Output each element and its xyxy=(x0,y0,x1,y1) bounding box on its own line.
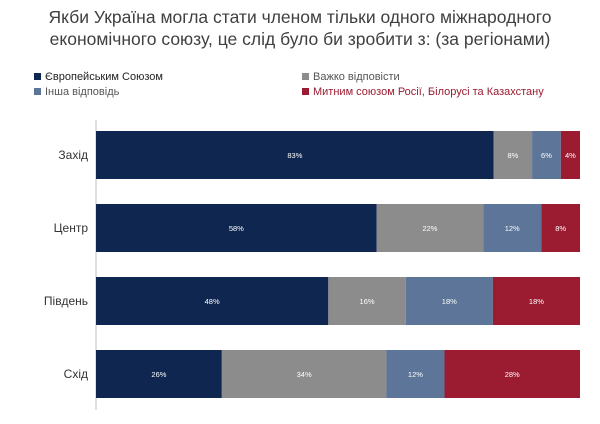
legend-swatch-hard-to-say xyxy=(302,73,309,80)
legend-label-eu: Європейським Союзом xyxy=(45,71,163,83)
legend-swatch-other xyxy=(34,88,41,95)
bar-segment xyxy=(483,204,542,252)
legend-swatch-customs-union xyxy=(302,88,309,95)
bar-segment xyxy=(96,204,377,252)
bar-segment xyxy=(405,277,493,325)
bar-segment xyxy=(386,350,445,398)
data-label: 16% xyxy=(360,297,375,306)
data-label: 6% xyxy=(541,151,552,160)
data-label: 18% xyxy=(529,297,544,306)
data-label: 34% xyxy=(297,370,312,379)
data-label: 12% xyxy=(505,224,520,233)
category-label: Південь xyxy=(44,294,88,308)
legend-swatch-eu xyxy=(34,73,41,80)
category-label: Центр xyxy=(54,221,89,235)
legend-label-hard-to-say: Важко відповісти xyxy=(313,71,400,83)
data-label: 58% xyxy=(229,224,244,233)
chart-title-line-2: економічного союзу, це слід було би зроб… xyxy=(49,29,551,49)
chart-title-line-1: Якби Україна могла стати членом тільки о… xyxy=(48,7,552,27)
data-label: 28% xyxy=(505,370,520,379)
data-label: 12% xyxy=(408,370,423,379)
bar-segment xyxy=(532,131,561,179)
data-label: 18% xyxy=(442,297,457,306)
data-label: 83% xyxy=(287,151,302,160)
bar-segment xyxy=(221,350,387,398)
bar-segment xyxy=(328,277,406,325)
bar-segment xyxy=(376,204,484,252)
bar-segment xyxy=(541,204,580,252)
legend-label-other: Інша відповідь xyxy=(45,86,120,98)
data-label: 8% xyxy=(555,224,566,233)
bar-segment xyxy=(96,131,494,179)
category-label: Захід xyxy=(58,148,88,162)
bar-segment xyxy=(492,277,580,325)
data-label: 8% xyxy=(507,151,518,160)
bar-segment xyxy=(96,277,329,325)
bar-segment xyxy=(560,131,580,179)
legend-item-hard-to-say: Важко відповісти xyxy=(302,71,400,84)
legend-item-other: Інша відповідь xyxy=(34,86,119,99)
category-label: Схід xyxy=(64,367,88,381)
bar-segment xyxy=(493,131,533,179)
data-label: 4% xyxy=(565,151,576,160)
legend-label-customs-union: Митним союзом Росії, Білорусі та Казахст… xyxy=(313,86,544,98)
legend-item-customs-union: Митним союзом Росії, Білорусі та Казахст… xyxy=(302,86,544,99)
chart-title: Якби Україна могла стати членом тільки о… xyxy=(0,6,600,50)
data-label: 26% xyxy=(151,370,166,379)
bar-segment xyxy=(96,350,222,398)
data-label: 22% xyxy=(422,224,437,233)
data-label: 48% xyxy=(205,297,220,306)
bar-segment xyxy=(444,350,580,398)
legend-item-eu: Європейським Союзом xyxy=(34,71,163,84)
